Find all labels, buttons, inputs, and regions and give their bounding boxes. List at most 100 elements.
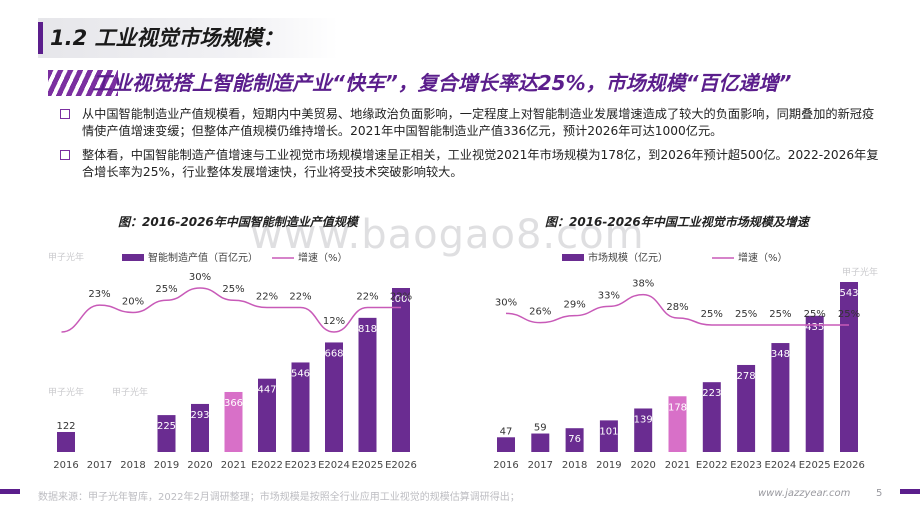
bar	[392, 288, 410, 452]
bar-value-label: 223	[702, 388, 721, 399]
x-tick-label: E2024	[765, 460, 797, 471]
brand-watermark-logo: 甲子光年	[48, 253, 85, 263]
bullet-list: 从中国智能制造业产值规模看，短期内中美贸易、地缘政治负面影响，一定程度上对智能制…	[60, 106, 880, 188]
bar-value-label: 225	[157, 421, 176, 432]
growth-rate-label: 25%	[155, 284, 177, 295]
bar-value-label: 101	[599, 426, 618, 437]
growth-rate-label: 23%	[88, 289, 110, 300]
x-tick-label: 2019	[154, 460, 179, 471]
bullet-item: 从中国智能制造业产值规模看，短期内中美贸易、地缘政治负面影响，一定程度上对智能制…	[60, 106, 880, 140]
bar	[258, 378, 276, 452]
bar	[805, 315, 824, 452]
footer-source: 数据来源：甲子光年智库，2022年2月调研整理；市场规模是按照全行业应用工业视觉…	[38, 492, 520, 503]
footer-accent-left	[0, 489, 20, 494]
bar	[358, 317, 377, 452]
brand-watermark-logo: 甲子光年	[112, 388, 149, 398]
x-tick-label: 2021	[221, 460, 246, 471]
growth-rate-label: 22%	[390, 292, 412, 303]
x-tick-label: E2025	[352, 460, 384, 471]
bar-value-label: 818	[358, 324, 377, 335]
bar	[634, 408, 653, 452]
growth-line	[61, 287, 401, 333]
x-tick-label: 2020	[187, 460, 212, 471]
x-tick-label: 2017	[528, 460, 553, 471]
section-title: 1.2 工业视觉市场规模：	[50, 26, 284, 50]
bar-value-label: 76	[568, 434, 581, 445]
growth-rate-label: 38%	[632, 279, 654, 290]
bar	[702, 382, 721, 452]
bar	[840, 282, 858, 452]
growth-rate-label: 22%	[356, 292, 378, 303]
title-accent-bar	[38, 22, 43, 54]
x-tick-label: 2020	[630, 460, 655, 471]
headline-stripes	[48, 70, 118, 96]
x-tick-label: E2025	[799, 460, 831, 471]
page-number: 5	[876, 488, 883, 499]
x-tick-label: E2023	[285, 460, 317, 471]
brand-watermark-logo: 甲子光年	[842, 268, 879, 278]
bar-value-label: 278	[737, 371, 756, 382]
growth-rate-label: 29%	[563, 300, 585, 311]
x-tick-label: E2022	[251, 460, 283, 471]
growth-rate-label: 33%	[598, 290, 620, 301]
legend-bar-label: 智能制造产值（百亿元）	[148, 251, 258, 264]
bullet-text: 整体看，中国智能制造产值增速与工业视觉市场规模增速呈正相关，工业视觉2021年市…	[82, 148, 879, 179]
growth-rate-label: 25%	[769, 309, 791, 320]
chart-manufacturing-output: 智能制造产值（百亿元） 增速（%） 122 2016 2017 2018 225 2019 29…	[53, 251, 417, 471]
bar-value-label: 59	[534, 423, 547, 434]
bar-value-label: 447	[257, 385, 276, 396]
bar-value-label: 47	[500, 426, 513, 437]
bar	[599, 420, 618, 452]
bar	[224, 391, 243, 452]
growth-rate-label: 22%	[256, 292, 278, 303]
growth-rate-label: 25%	[804, 309, 826, 320]
bar-value-label: 435	[805, 322, 824, 333]
bar-value-label: 293	[190, 410, 209, 421]
bar	[157, 415, 176, 452]
bar	[737, 364, 756, 452]
growth-line	[505, 293, 849, 326]
chart-title-vision: 图：2016-2026年中国工业视觉市场规模及增速	[545, 215, 809, 229]
growth-rate-label: 30%	[189, 272, 211, 283]
x-tick-label: 2017	[87, 460, 112, 471]
legend-line-label: 增速（%）	[298, 251, 348, 264]
bullet-square-icon	[60, 150, 70, 160]
footer-accent-right	[900, 489, 920, 494]
growth-rate-label: 20%	[122, 296, 144, 307]
growth-rate-label: 28%	[666, 302, 688, 313]
bar	[497, 437, 515, 452]
bullet-text: 从中国智能制造业产值规模看，短期内中美贸易、地缘政治负面影响，一定程度上对智能制…	[82, 107, 875, 138]
legend-bar-label: 市场规模（亿元）	[588, 251, 668, 264]
bar-value-label: 546	[291, 368, 310, 379]
bar-value-label: 122	[56, 421, 75, 432]
footer-url-link[interactable]: www.jazzyear.com	[758, 488, 851, 499]
x-tick-label: E2026	[385, 460, 417, 471]
bar	[771, 343, 790, 452]
bar-value-label: 178	[668, 402, 687, 413]
x-tick-label: 2019	[596, 460, 621, 471]
legend-bar-swatch	[122, 254, 144, 261]
x-tick-label: E2023	[730, 460, 762, 471]
growth-rate-label: 22%	[289, 292, 311, 303]
growth-rate-label: 30%	[495, 297, 517, 308]
title-bar-background	[38, 18, 338, 58]
bar-value-label: 543	[839, 288, 858, 299]
headline: 工业视觉搭上智能制造产业“快车”，复合增长率达25%，市场规模“百亿递增”	[92, 71, 792, 95]
growth-rate-label: 25%	[222, 284, 244, 295]
watermark: www.baogao8.com	[250, 212, 645, 258]
x-tick-label: E2026	[833, 460, 865, 471]
bar	[191, 403, 209, 452]
x-tick-label: 2016	[493, 460, 518, 471]
growth-rate-label: 25%	[735, 309, 757, 320]
growth-rate-label: 25%	[701, 309, 723, 320]
bar	[531, 433, 550, 452]
growth-rate-label: 12%	[323, 316, 345, 327]
legend-line-label: 增速（%）	[738, 251, 788, 264]
x-tick-label: E2024	[318, 460, 350, 471]
growth-rate-label: 25%	[838, 309, 860, 320]
x-tick-label: 2021	[665, 460, 690, 471]
x-tick-label: E2022	[696, 460, 728, 471]
bar	[291, 362, 310, 452]
chart-vision-market: 市场规模（亿元） 增速（%） 47 2016 59 2017 76 2018 101 2019 13…	[493, 251, 865, 471]
bar	[57, 431, 75, 452]
